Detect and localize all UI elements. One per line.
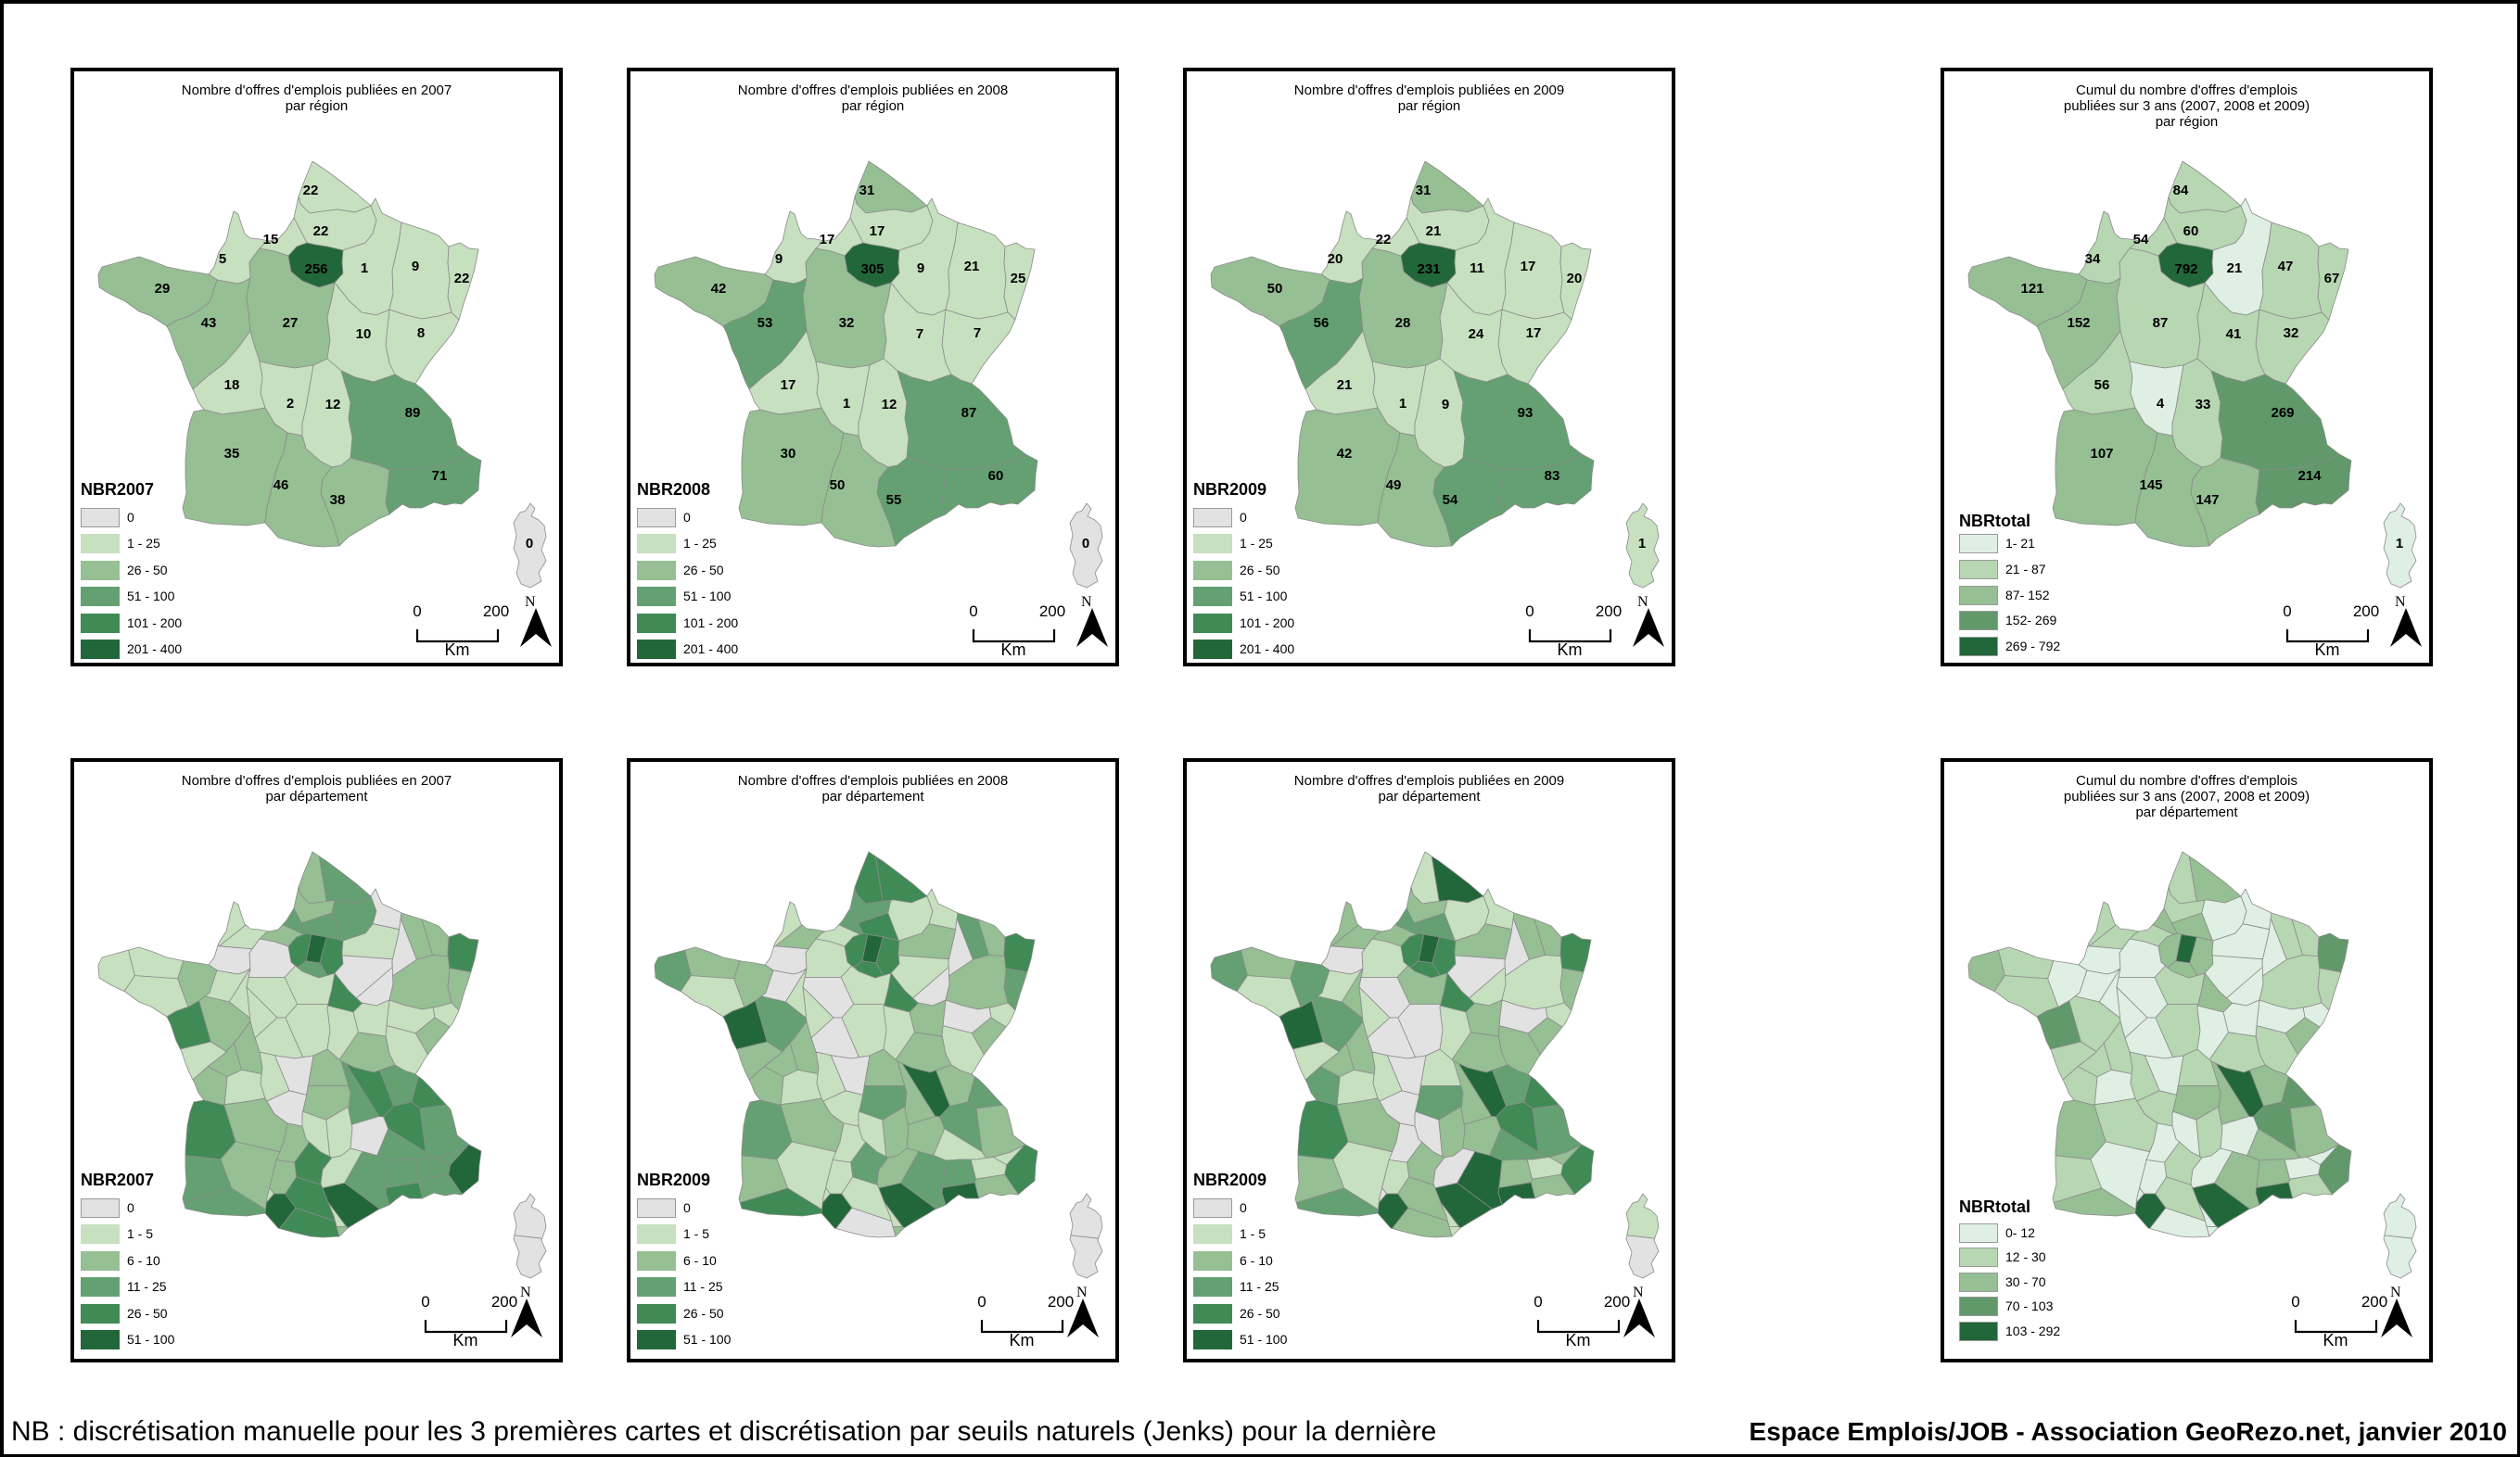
svg-text:20: 20 <box>1328 251 1343 267</box>
svg-text:7: 7 <box>916 326 923 342</box>
svg-text:42: 42 <box>1337 446 1353 462</box>
svg-text:4: 4 <box>2157 396 2165 412</box>
svg-text:17: 17 <box>820 232 835 247</box>
svg-text:93: 93 <box>1518 405 1534 421</box>
svg-text:1: 1 <box>361 260 368 276</box>
svg-text:21: 21 <box>2227 260 2243 276</box>
svg-text:54: 54 <box>1443 492 1458 508</box>
svg-text:269: 269 <box>2271 405 2294 421</box>
svg-text:147: 147 <box>2195 492 2219 508</box>
svg-text:35: 35 <box>224 446 240 462</box>
svg-text:9: 9 <box>1442 397 1449 412</box>
svg-text:33: 33 <box>2195 397 2211 412</box>
svg-text:9: 9 <box>917 260 924 276</box>
svg-text:792: 792 <box>2174 261 2197 277</box>
svg-text:15: 15 <box>263 232 279 247</box>
svg-text:38: 38 <box>330 492 346 508</box>
svg-text:21: 21 <box>1426 223 1442 239</box>
svg-text:56: 56 <box>2094 377 2110 393</box>
svg-text:56: 56 <box>1314 315 1330 331</box>
svg-text:34: 34 <box>2085 251 2101 267</box>
svg-text:12: 12 <box>882 397 897 412</box>
svg-text:121: 121 <box>2020 281 2043 297</box>
svg-text:0: 0 <box>526 536 533 551</box>
svg-text:22: 22 <box>454 271 470 286</box>
svg-text:11: 11 <box>1470 260 1484 276</box>
svg-text:10: 10 <box>356 326 372 342</box>
svg-text:0: 0 <box>1082 536 1089 551</box>
svg-text:1: 1 <box>1638 536 1646 551</box>
svg-text:67: 67 <box>2324 271 2340 286</box>
svg-text:24: 24 <box>1469 326 1484 342</box>
svg-text:2: 2 <box>286 396 294 412</box>
svg-text:22: 22 <box>1376 232 1392 247</box>
svg-text:17: 17 <box>1521 259 1536 274</box>
svg-text:31: 31 <box>859 183 875 198</box>
svg-text:46: 46 <box>274 477 289 493</box>
svg-text:17: 17 <box>870 223 885 239</box>
svg-text:28: 28 <box>1395 315 1411 331</box>
svg-text:83: 83 <box>1545 468 1560 484</box>
svg-text:17: 17 <box>1526 325 1542 341</box>
svg-text:231: 231 <box>1417 261 1440 277</box>
svg-text:49: 49 <box>1386 477 1402 493</box>
svg-text:25: 25 <box>1011 271 1026 286</box>
svg-text:152: 152 <box>2067 315 2090 331</box>
svg-text:8: 8 <box>417 325 425 341</box>
svg-text:20: 20 <box>1567 271 1583 286</box>
svg-text:43: 43 <box>201 315 217 331</box>
svg-text:31: 31 <box>1416 183 1432 198</box>
svg-text:41: 41 <box>2226 326 2242 342</box>
svg-text:1: 1 <box>843 396 850 412</box>
svg-text:305: 305 <box>860 261 884 277</box>
svg-text:29: 29 <box>155 281 171 297</box>
svg-text:32: 32 <box>839 315 855 331</box>
svg-text:17: 17 <box>781 377 796 393</box>
svg-text:256: 256 <box>304 261 327 277</box>
svg-text:9: 9 <box>412 259 419 274</box>
svg-text:47: 47 <box>2278 259 2294 274</box>
svg-text:22: 22 <box>313 223 329 239</box>
svg-text:32: 32 <box>2284 325 2299 341</box>
svg-text:54: 54 <box>2133 232 2149 247</box>
svg-text:30: 30 <box>781 446 796 462</box>
svg-text:87: 87 <box>2153 315 2169 331</box>
svg-text:53: 53 <box>757 315 773 331</box>
svg-text:21: 21 <box>1337 377 1353 393</box>
svg-text:12: 12 <box>325 397 341 412</box>
svg-text:7: 7 <box>974 325 981 341</box>
svg-text:42: 42 <box>711 281 727 297</box>
svg-text:71: 71 <box>432 468 448 484</box>
svg-text:214: 214 <box>2297 468 2322 484</box>
svg-text:50: 50 <box>1267 281 1283 297</box>
svg-text:27: 27 <box>283 315 299 331</box>
svg-text:18: 18 <box>224 377 240 393</box>
svg-text:145: 145 <box>2139 477 2162 493</box>
svg-text:60: 60 <box>2183 223 2199 239</box>
svg-text:60: 60 <box>988 468 1004 484</box>
svg-text:9: 9 <box>775 251 783 267</box>
svg-text:84: 84 <box>2173 183 2189 198</box>
svg-text:50: 50 <box>830 477 846 493</box>
svg-text:21: 21 <box>964 259 980 274</box>
svg-text:107: 107 <box>2090 446 2113 462</box>
svg-text:1: 1 <box>1399 396 1406 412</box>
svg-text:87: 87 <box>961 405 977 421</box>
svg-text:5: 5 <box>219 251 226 267</box>
svg-text:55: 55 <box>886 492 902 508</box>
svg-text:89: 89 <box>405 405 421 421</box>
svg-text:22: 22 <box>303 183 319 198</box>
svg-text:1: 1 <box>2396 536 2403 551</box>
